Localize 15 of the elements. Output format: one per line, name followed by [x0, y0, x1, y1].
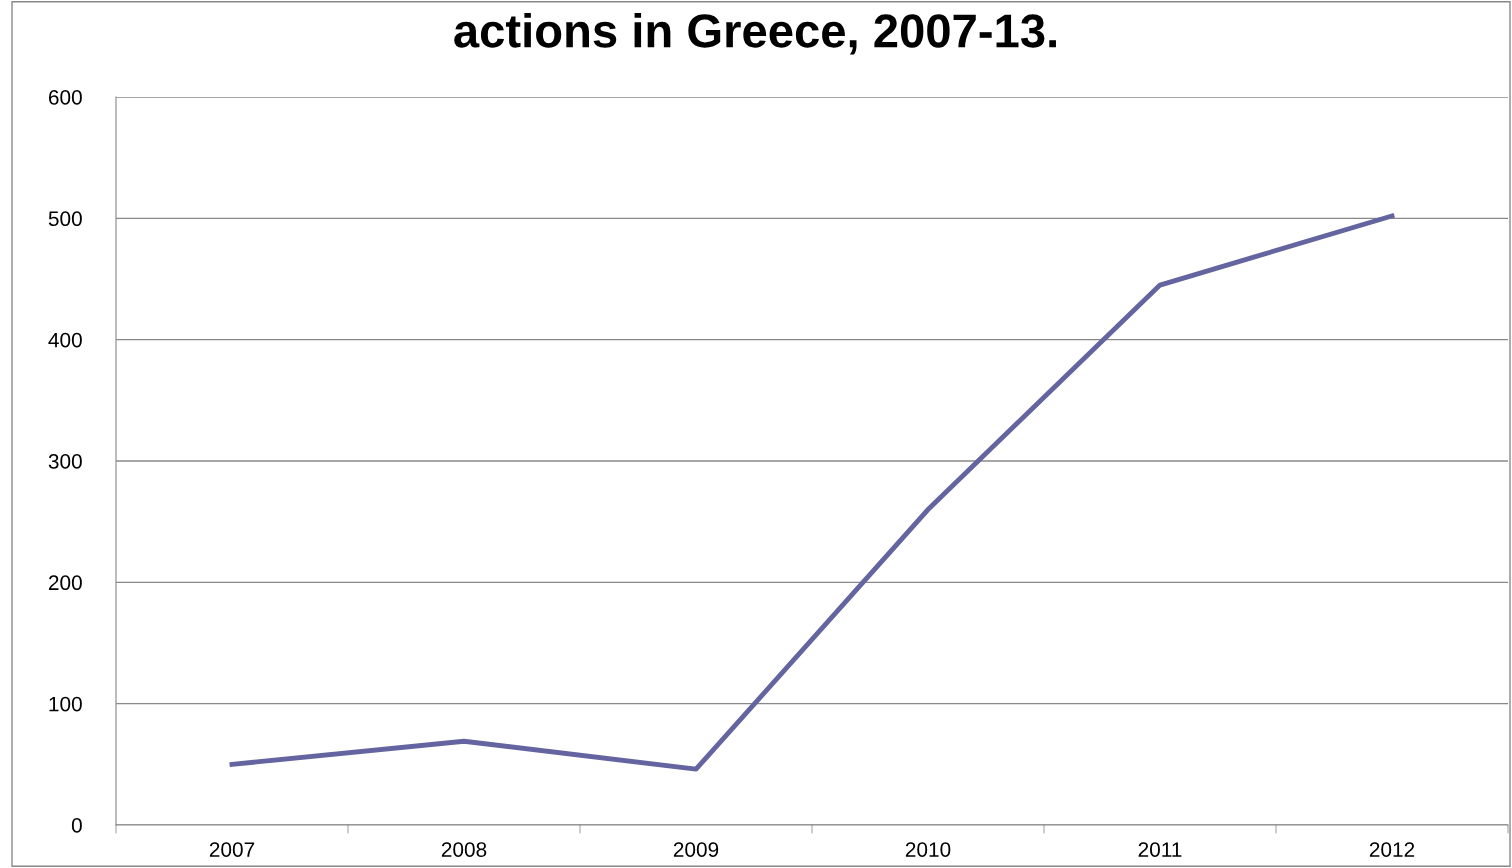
x-tick-label: 2007 — [209, 842, 255, 857]
y-tick-label: 400 — [48, 332, 82, 348]
y-tick-label: 500 — [48, 211, 82, 227]
y-tick-label: 600 — [48, 90, 82, 105]
x-tick-label: 2009 — [673, 842, 719, 857]
y-tick-label: 100 — [49, 696, 82, 712]
line-series — [229, 213, 1395, 772]
x-tick-label: 2011 — [1138, 842, 1182, 857]
x-tick-label: 2010 — [905, 842, 951, 857]
x-tick-label: 2008 — [441, 842, 487, 857]
x-tick-label: 2012 — [1369, 842, 1415, 857]
y-tick-label: 0 — [71, 818, 82, 833]
y-tick-label: 200 — [48, 575, 82, 591]
chart-title: actions in Greece, 2007-13. — [454, 13, 1056, 55]
y-tick-label: 300 — [48, 454, 82, 469]
